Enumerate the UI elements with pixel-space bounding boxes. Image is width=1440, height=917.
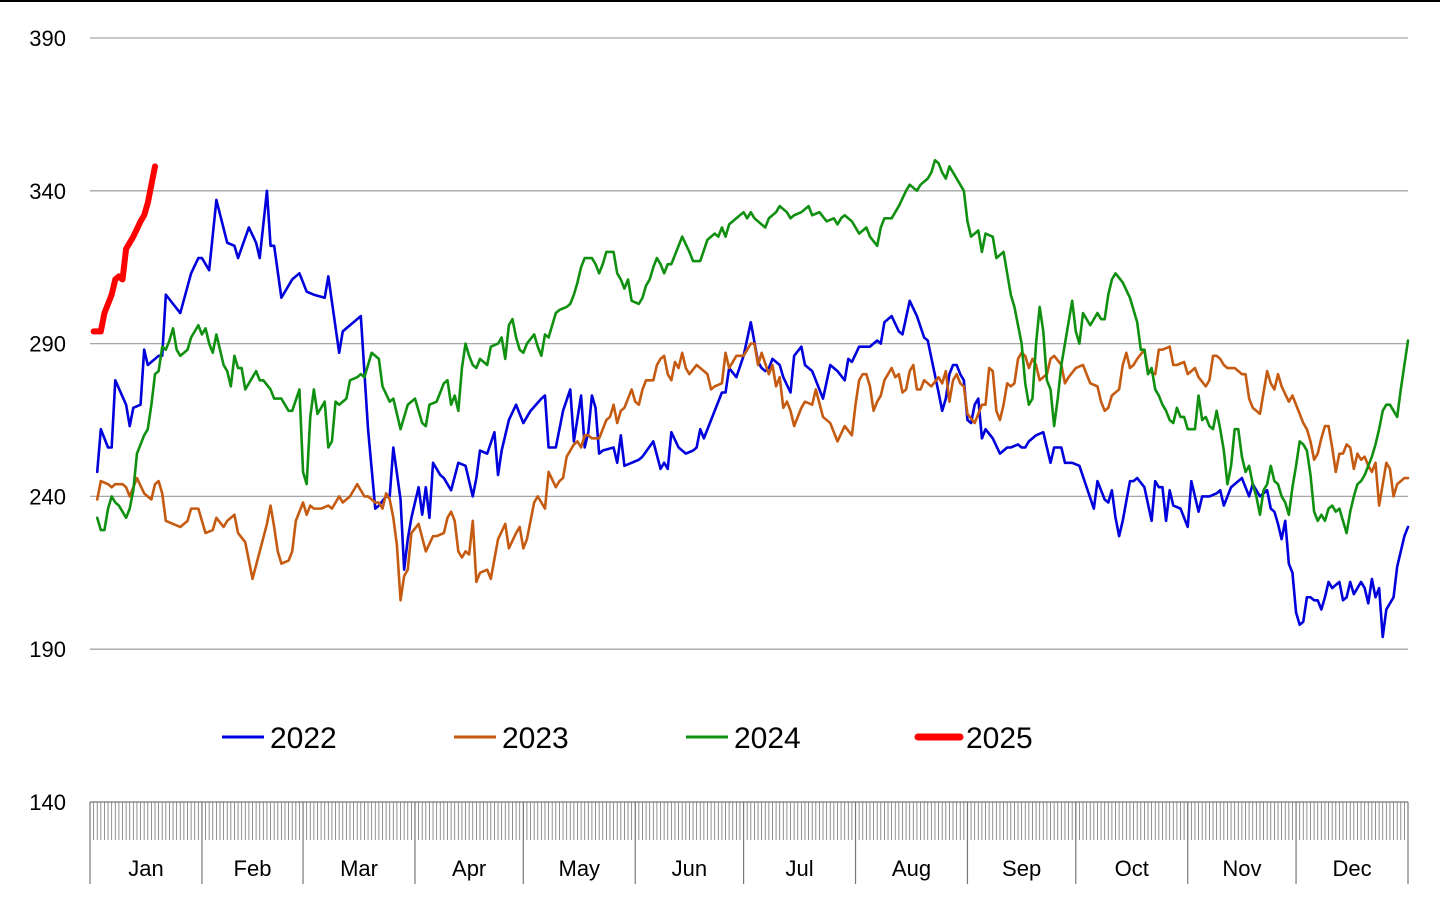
grid-lines [90, 37, 1408, 650]
month-label: Jun [672, 856, 707, 881]
month-label: Sep [1002, 856, 1041, 881]
y-tick-label: 390 [29, 26, 66, 51]
month-label: Oct [1115, 856, 1149, 881]
series-line-2022 [95, 189, 1410, 639]
month-label: May [559, 856, 601, 881]
month-label: Jan [128, 856, 163, 881]
series-line-2024 [95, 158, 1410, 535]
x-axis-daily-ticks [89, 802, 1409, 840]
series-line-2023 [95, 342, 1410, 602]
legend: 2022 2023 2024 2025 [222, 722, 1033, 755]
series-lines [90, 158, 1410, 639]
x-axis: Jan Feb Mar Apr May Jun Jul Aug Sep Oct Nov Dec [89, 801, 1409, 884]
y-tick-label: 290 [29, 332, 66, 357]
series-line-2025 [90, 163, 158, 335]
legend-label-2025: 2025 [966, 722, 1033, 755]
month-label: Mar [340, 856, 378, 881]
y-tick-label: 240 [29, 484, 66, 509]
month-label: Nov [1222, 856, 1261, 881]
legend-label-2022: 2022 [270, 722, 337, 755]
month-label: Aug [892, 856, 931, 881]
y-tick-label: 340 [29, 179, 66, 204]
legend-label-2023: 2023 [502, 722, 569, 755]
month-label: Dec [1332, 856, 1371, 881]
y-tick-label: 140 [29, 790, 66, 815]
month-label: Jul [785, 856, 813, 881]
y-axis-tick-labels: 140 190 240 290 340 390 [29, 26, 66, 815]
legend-label-2024: 2024 [734, 722, 801, 755]
y-tick-label: 190 [29, 637, 66, 662]
month-label: Apr [452, 856, 486, 881]
month-label: Feb [234, 856, 272, 881]
